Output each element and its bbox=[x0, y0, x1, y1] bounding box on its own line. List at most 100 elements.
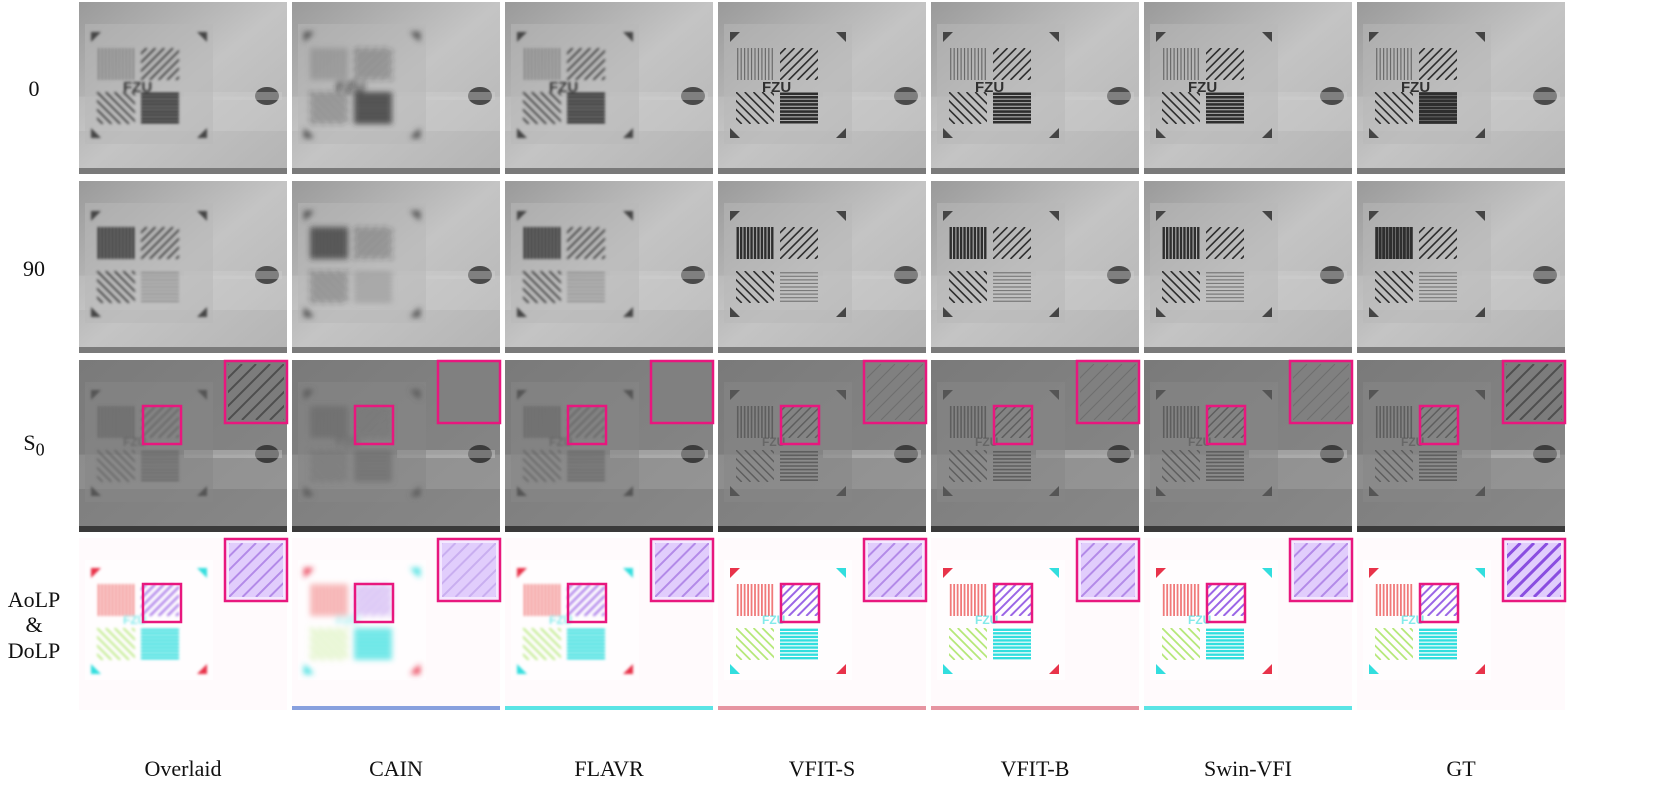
fzu-target-text: FZU bbox=[762, 435, 785, 449]
panel-0-flavr: FZU bbox=[505, 2, 713, 174]
highlight-box-small bbox=[992, 404, 1034, 446]
fzu-target-text: FZU bbox=[975, 79, 1004, 96]
zoom-inset bbox=[1077, 361, 1139, 423]
fzu-target-text: FZU bbox=[336, 613, 359, 627]
panel-0-gt: FZU bbox=[1357, 2, 1565, 174]
fzu-target-text: FZU bbox=[123, 79, 152, 96]
column-label-overlaid: Overlaid bbox=[144, 756, 222, 781]
zoom-inset bbox=[651, 539, 713, 601]
panel-s0-swin-vfi: FZU bbox=[1144, 359, 1354, 532]
zoom-inset bbox=[1503, 539, 1565, 601]
fzu-target-text: FZU bbox=[336, 435, 359, 449]
column-label-vfit-s: VFIT-S bbox=[788, 756, 856, 781]
panel-90-overlaid bbox=[79, 181, 287, 353]
zoom-inset bbox=[438, 361, 500, 423]
zoom-inset bbox=[864, 539, 926, 601]
row-label-90: 90 bbox=[23, 256, 45, 281]
zoom-inset bbox=[864, 361, 926, 423]
column-label-cain: CAIN bbox=[369, 756, 423, 781]
fzu-target-text: FZU bbox=[549, 613, 572, 627]
column-label-swin-vfi: Swin-VFI bbox=[1203, 756, 1292, 781]
fzu-target-text: FZU bbox=[549, 435, 572, 449]
row-label-amp: & bbox=[25, 612, 43, 638]
highlight-box-small bbox=[992, 582, 1034, 624]
panel-aolp-dolp-swin-vfi: FZU bbox=[1144, 537, 1354, 710]
zoom-inset bbox=[1290, 539, 1352, 601]
highlight-box-small bbox=[1418, 582, 1460, 624]
panel-90-swin-vfi bbox=[1144, 181, 1352, 353]
highlight-box-zoom bbox=[1501, 537, 1567, 603]
highlight-box-zoom bbox=[1075, 537, 1141, 603]
highlight-box-small bbox=[353, 582, 395, 624]
fzu-target-text: FZU bbox=[975, 435, 998, 449]
column-label-gt: GT bbox=[1446, 756, 1476, 781]
highlight-box-zoom bbox=[649, 537, 715, 603]
highlight-box-small bbox=[353, 404, 395, 446]
highlight-box-zoom bbox=[1288, 359, 1354, 425]
row-label-aolp-dolp: AoLP & DoLP bbox=[0, 587, 68, 663]
highlight-box-zoom bbox=[649, 359, 715, 425]
zoom-inset bbox=[225, 539, 287, 601]
panel-90-cain bbox=[292, 181, 500, 353]
highlight-box-small bbox=[779, 404, 821, 446]
panel-aolp-dolp-vfit-s: FZU bbox=[718, 537, 928, 710]
fzu-target-text: FZU bbox=[762, 79, 791, 96]
highlight-box-small bbox=[141, 582, 183, 624]
highlight-box-zoom bbox=[436, 359, 502, 425]
fzu-target-text: FZU bbox=[123, 613, 146, 627]
panel-90-vfit-b bbox=[931, 181, 1139, 353]
fzu-target-text: FZU bbox=[1401, 613, 1424, 627]
panel-0-swin-vfi: FZU bbox=[1144, 2, 1352, 174]
highlight-box-small bbox=[566, 404, 608, 446]
panel-0-overlaid: FZU bbox=[79, 2, 287, 174]
fzu-target-text: FZU bbox=[975, 613, 998, 627]
highlight-box-small bbox=[1205, 404, 1247, 446]
panel-0-cain: FZU bbox=[292, 2, 500, 174]
row-label-s0-sub: 0 bbox=[35, 439, 45, 460]
column-label-vfit-b: VFIT-B bbox=[1000, 756, 1070, 781]
highlight-box-small bbox=[566, 582, 608, 624]
fzu-target-text: FZU bbox=[1188, 435, 1211, 449]
fzu-target-text: FZU bbox=[336, 79, 365, 96]
highlight-box-zoom bbox=[1501, 359, 1567, 425]
panel-s0-vfit-b: FZU bbox=[931, 359, 1141, 532]
panel-s0-cain: FZU bbox=[292, 359, 502, 532]
panel-aolp-dolp-gt: FZU bbox=[1357, 537, 1567, 710]
fzu-target-text: FZU bbox=[762, 613, 785, 627]
panel-aolp-dolp-flavr: FZU bbox=[505, 537, 715, 710]
panel-s0-vfit-s: FZU bbox=[718, 359, 928, 532]
highlight-box-zoom bbox=[862, 537, 928, 603]
row-label-s0-main: S bbox=[23, 430, 36, 455]
comparison-image-grid: FZU FZU FZU FZU FZU FZU FZU FZU FZU FZU FZU FZU FZU F… bbox=[79, 2, 1567, 710]
highlight-box-zoom bbox=[1075, 359, 1141, 425]
fzu-target-text: FZU bbox=[123, 435, 146, 449]
panel-s0-overlaid: FZU bbox=[79, 359, 289, 532]
panel-90-gt bbox=[1357, 181, 1565, 353]
highlight-box-small bbox=[1205, 582, 1247, 624]
zoom-inset bbox=[651, 361, 713, 423]
highlight-box-zoom bbox=[223, 537, 289, 603]
fzu-target-text: FZU bbox=[1188, 79, 1217, 96]
zoom-inset bbox=[1290, 361, 1352, 423]
row-label-dolp: DoLP bbox=[7, 637, 61, 663]
zoom-inset bbox=[1503, 361, 1565, 423]
panel-0-vfit-s: FZU bbox=[718, 2, 926, 174]
panel-90-flavr bbox=[505, 181, 713, 353]
zoom-inset bbox=[1077, 539, 1139, 601]
highlight-box-small bbox=[779, 582, 821, 624]
row-label-aolp: AoLP bbox=[7, 587, 61, 612]
row-label-s0: S0 bbox=[0, 430, 68, 460]
panel-s0-flavr: FZU bbox=[505, 359, 715, 532]
column-label-flavr: FLAVR bbox=[574, 756, 644, 781]
panel-s0-gt: FZU bbox=[1357, 359, 1567, 532]
highlight-box-small bbox=[1418, 404, 1460, 446]
panel-aolp-dolp-overlaid: FZU bbox=[79, 537, 289, 710]
zoom-inset bbox=[438, 539, 500, 601]
panel-aolp-dolp-vfit-b: FZU bbox=[931, 537, 1141, 710]
highlight-box-zoom bbox=[436, 537, 502, 603]
zoom-inset bbox=[225, 361, 287, 423]
highlight-box-small bbox=[141, 404, 183, 446]
fzu-target-text: FZU bbox=[549, 79, 578, 96]
fzu-target-text: FZU bbox=[1401, 79, 1430, 96]
panel-aolp-dolp-cain: FZU bbox=[292, 537, 502, 710]
